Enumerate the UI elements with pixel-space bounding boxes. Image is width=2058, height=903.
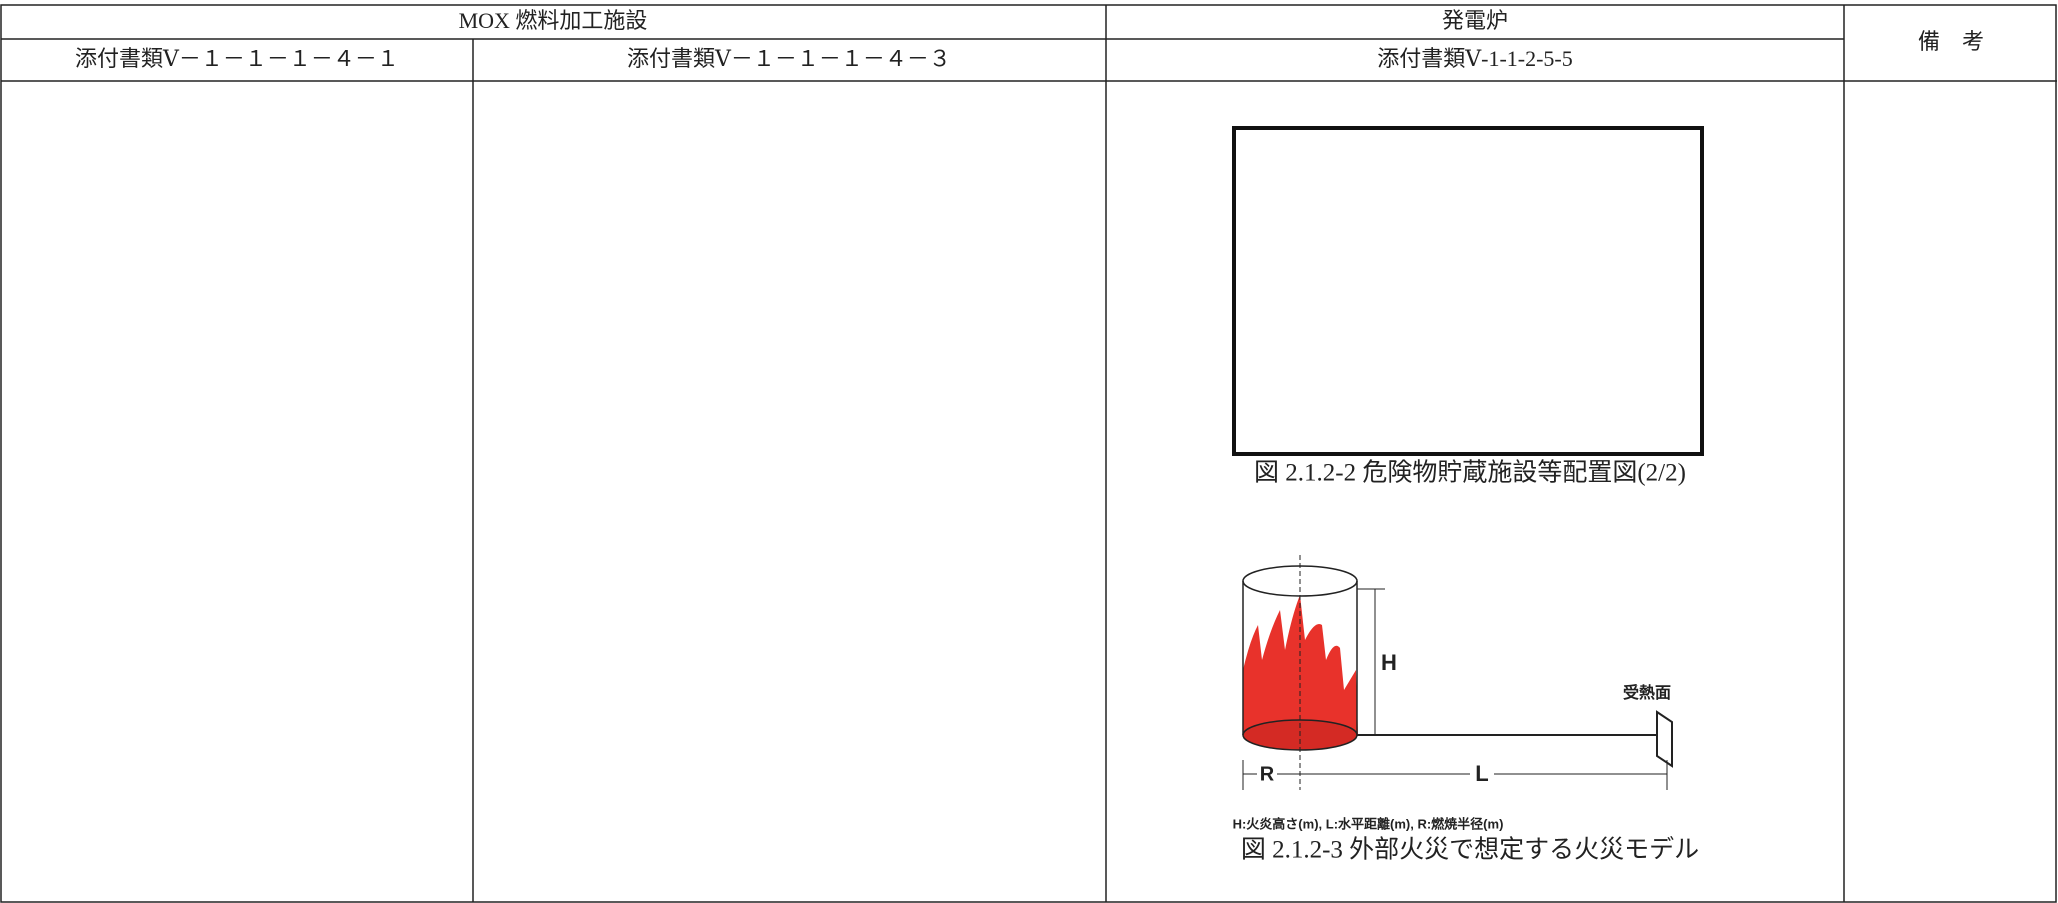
- figure-box: [1232, 126, 1704, 456]
- figure-caption: 図 2.1.2-3 外部火災で想定する火災モデル: [1241, 836, 1699, 864]
- header-col3: 添付書類Ⅴ-1-1-2-5-5: [1377, 46, 1573, 71]
- figure-caption: 図 2.1.2-2 危険物貯蔵施設等配置図(2/2): [1254, 459, 1686, 487]
- header-col1: 添付書類Ⅴ－１－１－１－４－１: [75, 46, 399, 71]
- label-receiver: 受熱面: [1623, 683, 1671, 702]
- fire-model-diagram: [1242, 555, 1673, 790]
- label-r: R: [1260, 763, 1275, 785]
- header-reactor: 発電炉: [1442, 8, 1508, 33]
- header-mox: MOX 燃料加工施設: [459, 8, 648, 33]
- label-legend: H:火炎高さ(m), L:水平距離(m), R:燃焼半径(m): [1233, 816, 1504, 831]
- header-remarks: 備 考: [1918, 29, 1984, 54]
- label-l: L: [1475, 761, 1488, 786]
- header-col2: 添付書類Ⅴ－１－１－１－４－３: [627, 46, 951, 71]
- label-h: H: [1381, 650, 1397, 675]
- table-lines: [0, 4, 2057, 903]
